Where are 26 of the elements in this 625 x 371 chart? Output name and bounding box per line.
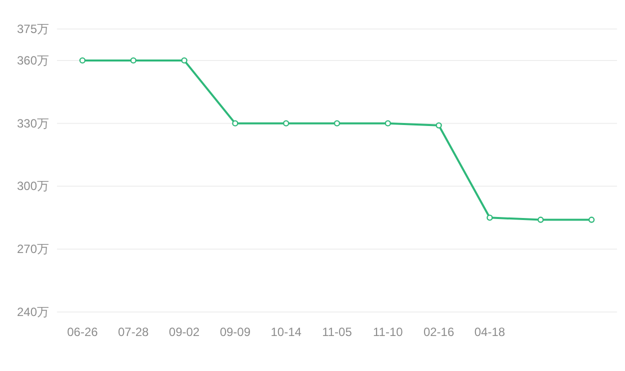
point bbox=[436, 122, 442, 129]
y-tick-label: 360万 bbox=[16, 53, 49, 68]
x-tick-label: 10-14 bbox=[270, 325, 302, 339]
x-tick-label: 07-28 bbox=[118, 325, 150, 339]
x-tick-label: 02-16 bbox=[423, 325, 454, 339]
x-tick-label: 09-02 bbox=[168, 325, 200, 339]
x-tick-label: 09-09 bbox=[220, 325, 251, 339]
y-tick-label: 330万 bbox=[16, 116, 49, 130]
point bbox=[384, 120, 392, 126]
x-tick-label: 11-10 bbox=[373, 325, 404, 339]
point bbox=[538, 216, 544, 223]
point bbox=[588, 216, 595, 223]
y-tick-label: 240万 bbox=[16, 305, 49, 319]
y-tick-label: 300万 bbox=[16, 179, 49, 194]
point bbox=[181, 57, 188, 64]
point bbox=[486, 214, 493, 221]
point bbox=[334, 120, 340, 126]
point bbox=[79, 57, 86, 64]
x-tick-label: 11-05 bbox=[322, 325, 352, 339]
point bbox=[130, 57, 136, 64]
point bbox=[232, 120, 238, 126]
x-tick-label: 04-18 bbox=[474, 325, 506, 339]
x-tick-label: 06-26 bbox=[67, 325, 98, 339]
y-tick-label: 375万 bbox=[16, 22, 49, 36]
y-tick-label: 270万 bbox=[16, 242, 49, 256]
point bbox=[282, 120, 290, 126]
